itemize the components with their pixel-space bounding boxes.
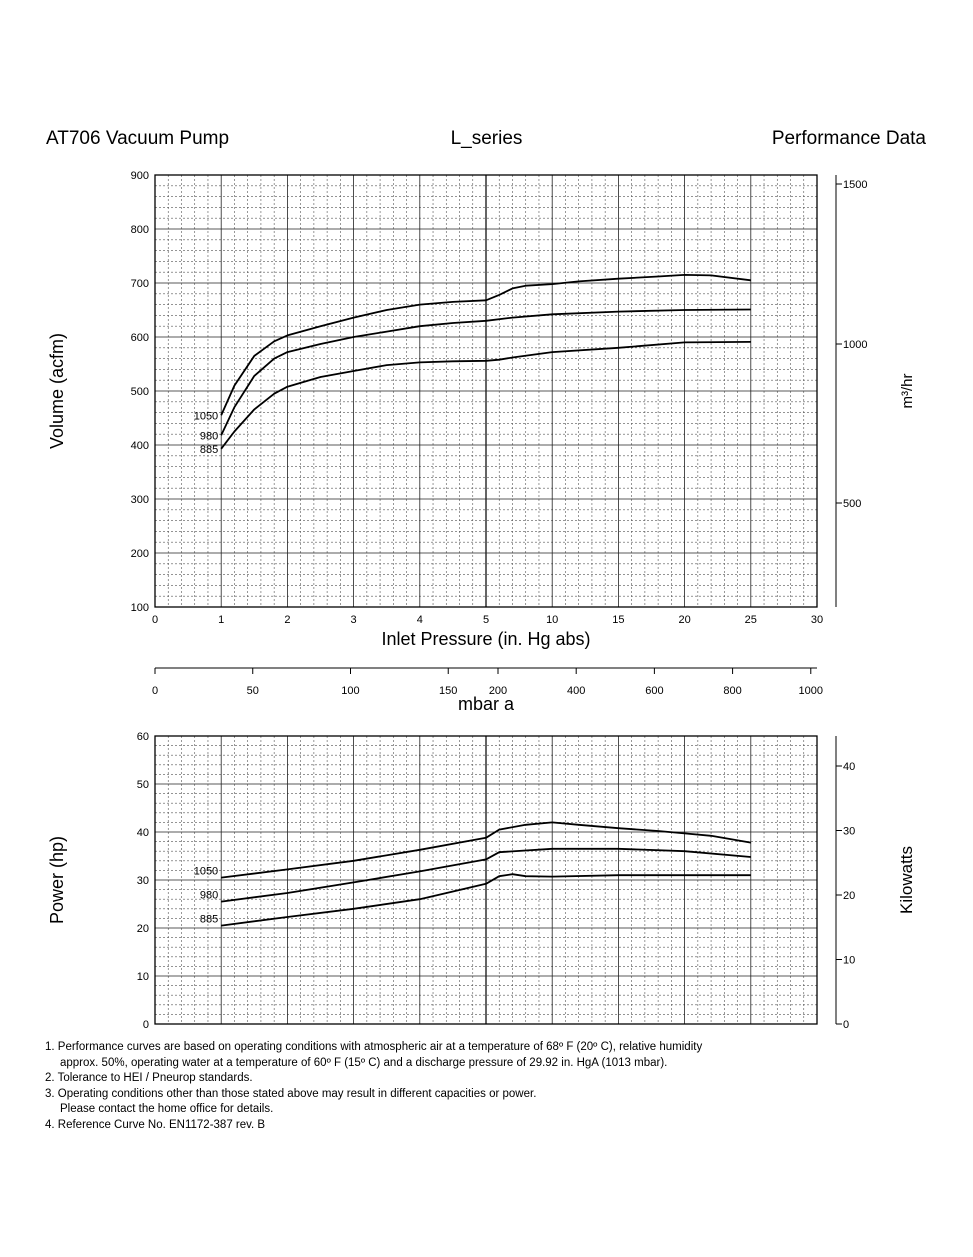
curve-label-885: 885 [200,914,218,926]
series-title: L_series [450,128,523,149]
x-axis-title: Inlet Pressure (in. Hg abs) [381,629,590,649]
y-tick-label: 30 [137,875,149,887]
mbar-tick-label: 0 [152,685,158,697]
x-tick-label: 5 [483,614,489,626]
mbar-axis: 0 50 100 150 200 400 600 800 1000 mbar a [152,667,823,714]
note-2: 2. Tolerance to HEI / Pneurop standards. [45,1072,253,1084]
mbar-axis-title: mbar a [458,694,515,714]
y-axis-title: Volume (acfm) [47,333,67,449]
curve-label-1050: 1050 [194,410,218,422]
right-axis-tick-label: 10 [843,955,855,967]
performance-data-title: Performance Data [771,128,926,149]
power-curve-885 [221,873,751,927]
y-tick-label: 700 [131,278,149,290]
y-tick-label: 50 [137,779,149,791]
right-axis-tick-label: 20 [843,890,855,902]
power-chart-grid [154,735,818,1025]
y-tick-label: 200 [131,548,149,560]
y-tick-label: 800 [131,224,149,236]
mbar-tick-label: 100 [341,685,359,697]
mbar-tick-label: 400 [567,685,585,697]
y-tick-label: 40 [137,827,149,839]
x-tick-label: 3 [351,614,357,626]
right-axis-tick-label: 500 [843,498,861,510]
right-axis-tick-label: 1000 [843,339,867,351]
mbar-tick-label: 600 [645,685,663,697]
x-tick-label: 25 [745,614,757,626]
right-axis-tick-label: 1500 [843,179,867,191]
curve-label-980: 980 [200,430,218,442]
right-axis-tick-label: 0 [843,1019,849,1031]
volume-curve-980 [220,308,751,436]
power-chart-axes: 0 10 20 30 40 50 60 Power (hp) 40 30 20 10 0 Kilowatt… [47,731,916,1031]
curve-label-1050: 1050 [194,866,218,878]
x-tick-label: 10 [546,614,558,626]
note-1-line-1: 1. Performance curves are based on opera… [45,1041,703,1053]
mbar-tick-label: 50 [247,685,259,697]
power-curve-1050 [221,821,751,879]
note-3-line-1: 3. Operating conditions other than those… [45,1087,537,1100]
mbar-tick-label: 800 [723,685,741,697]
right-axis-tick-label: 30 [843,826,855,838]
y-tick-label: 300 [131,494,149,506]
y-tick-label: 900 [131,170,149,182]
volume-curve-1050 [220,274,751,416]
y-axis-title: Power (hp) [47,836,67,924]
x-tick-label: 4 [417,614,423,626]
x-tick-label: 20 [678,614,690,626]
note-1-line-2: approx. 50%, operating water at a temper… [60,1056,668,1069]
plot-frame [154,735,818,1025]
x-tick-label: 2 [284,614,290,626]
curve-label-980: 980 [200,890,218,902]
power-curve-980 [221,847,751,903]
power-curves: 1050 980 885 [194,821,751,927]
x-tick-label: 0 [152,614,158,626]
plot-frame [154,174,818,608]
volume-chart-grid [154,174,818,608]
right-axis-tick-label: 40 [843,761,855,773]
footnotes: 1. Performance curves are based on opera… [45,1040,925,1133]
mbar-tick-label: 150 [439,685,457,697]
mbar-tick-label: 200 [489,685,507,697]
x-tick-label: 15 [612,614,624,626]
x-tick-label: 1 [218,614,224,626]
y-tick-label: 60 [137,731,149,743]
note-4: 4. Reference Curve No. EN1172-387 rev. B [45,1118,266,1131]
volume-curves: 1050 980 885 [194,274,751,456]
y-tick-label: 400 [131,440,149,452]
y-tick-label: 500 [131,386,149,398]
right-axis-title: Kilowatts [897,846,916,914]
y-tick-label: 0 [143,1019,149,1031]
note-3-line-2: Please contact the home office for detai… [60,1103,274,1115]
curve-label-885: 885 [200,444,218,456]
pump-model-title: AT706 Vacuum Pump [46,128,230,149]
mbar-tick-label: 1000 [799,685,823,697]
volume-chart-axes: 100 200 300 400 500 600 700 800 900 0 1 2 3 4 5 10 15 20 2… [47,170,916,649]
right-axis-title: m³/hr [899,374,916,409]
y-tick-label: 100 [131,602,149,614]
volume-curve-885 [220,341,751,450]
y-tick-label: 600 [131,332,149,344]
x-tick-label: 30 [811,614,823,626]
y-tick-label: 20 [137,923,149,935]
y-tick-label: 10 [137,971,149,983]
